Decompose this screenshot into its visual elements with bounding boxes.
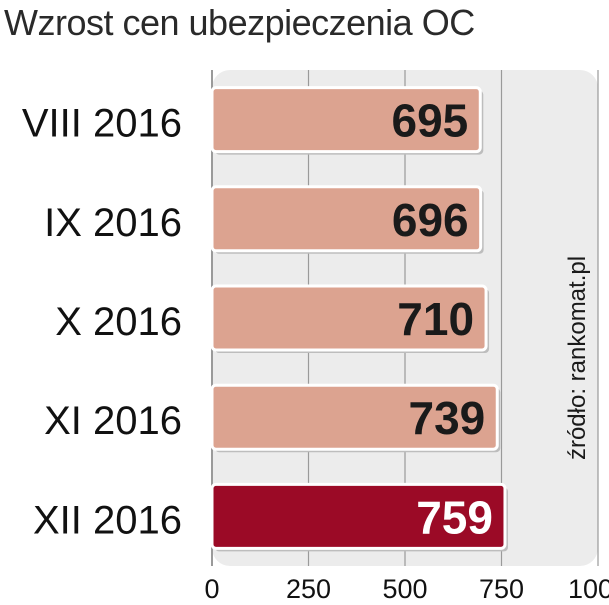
category-label: VIII 2016: [22, 102, 182, 146]
bar-viii-2016: [210, 86, 482, 154]
x-tick-label: 500: [382, 574, 427, 604]
bar-xii-2016: [210, 482, 507, 550]
bar-value-label: 696: [392, 194, 469, 246]
x-tick-label: 250: [286, 574, 331, 604]
category-label: IX 2016: [44, 201, 182, 245]
source-label: źródło: rankomat.pl: [564, 256, 591, 460]
chart-title: Wzrost cen ubezpieczenia OC: [4, 2, 475, 43]
category-label: XII 2016: [33, 498, 182, 542]
bar-x-2016: [210, 284, 488, 352]
x-tick-label: 750: [479, 574, 524, 604]
bar-xi-2016: [210, 383, 499, 451]
bar-ix-2016: [210, 185, 483, 253]
x-tick-label: 1000: [568, 574, 609, 604]
category-label: X 2016: [55, 300, 182, 344]
bar-value-label: 695: [392, 95, 469, 147]
bar-value-label: 759: [416, 491, 493, 543]
category-label: XI 2016: [44, 399, 182, 443]
x-tick-label: 0: [204, 574, 219, 604]
bar-value-label: 739: [409, 392, 486, 444]
bar-value-label: 710: [397, 293, 474, 345]
